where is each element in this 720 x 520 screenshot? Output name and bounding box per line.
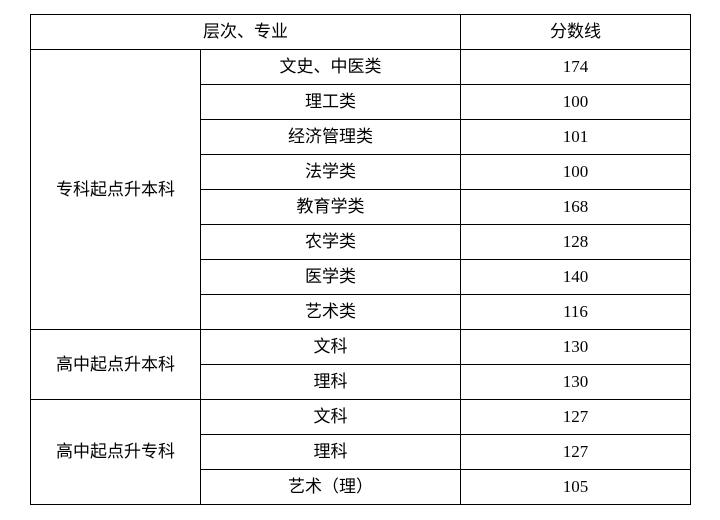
score-cell: 130: [461, 365, 691, 400]
major-cell: 医学类: [201, 260, 461, 295]
score-cell: 174: [461, 50, 691, 85]
header-level-major: 层次、专业: [31, 15, 461, 50]
major-cell: 艺术（理）: [201, 470, 461, 505]
score-cell: 127: [461, 435, 691, 470]
major-cell: 理科: [201, 435, 461, 470]
table-row: 高中起点升本科 文科 130: [31, 330, 691, 365]
score-cell: 130: [461, 330, 691, 365]
score-table: 层次、专业 分数线 专科起点升本科 文史、中医类 174 理工类 100 经济管…: [30, 14, 691, 505]
major-cell: 文科: [201, 330, 461, 365]
major-cell: 教育学类: [201, 190, 461, 225]
score-cell: 127: [461, 400, 691, 435]
score-cell: 116: [461, 295, 691, 330]
score-cell: 140: [461, 260, 691, 295]
score-cell: 128: [461, 225, 691, 260]
table-header-row: 层次、专业 分数线: [31, 15, 691, 50]
score-cell: 100: [461, 85, 691, 120]
header-score-line: 分数线: [461, 15, 691, 50]
table-row: 高中起点升专科 文科 127: [31, 400, 691, 435]
major-cell: 文史、中医类: [201, 50, 461, 85]
major-cell: 文科: [201, 400, 461, 435]
score-cell: 100: [461, 155, 691, 190]
major-cell: 艺术类: [201, 295, 461, 330]
major-cell: 经济管理类: [201, 120, 461, 155]
major-cell: 法学类: [201, 155, 461, 190]
major-cell: 理工类: [201, 85, 461, 120]
score-cell: 101: [461, 120, 691, 155]
major-cell: 农学类: [201, 225, 461, 260]
group-title: 高中起点升专科: [31, 400, 201, 505]
score-cell: 168: [461, 190, 691, 225]
group-title: 专科起点升本科: [31, 50, 201, 330]
score-cell: 105: [461, 470, 691, 505]
major-cell: 理科: [201, 365, 461, 400]
table-row: 专科起点升本科 文史、中医类 174: [31, 50, 691, 85]
group-title: 高中起点升本科: [31, 330, 201, 400]
